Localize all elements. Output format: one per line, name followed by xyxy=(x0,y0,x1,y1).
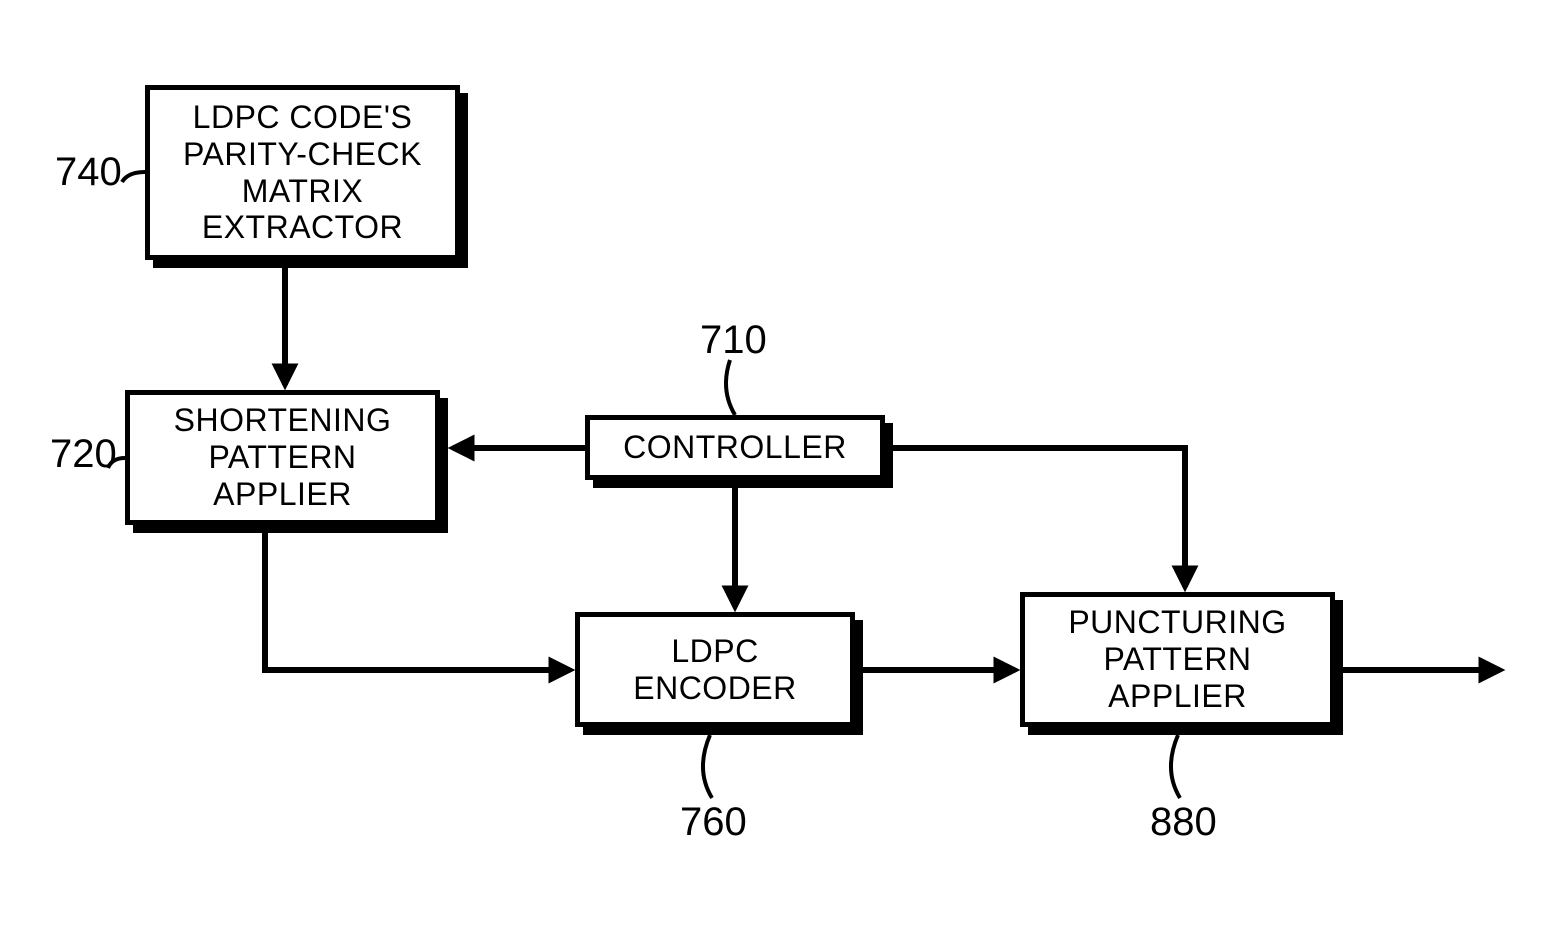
node-shortening: SHORTENING PATTERN APPLIER xyxy=(125,390,440,525)
node-extractor: LDPC CODE'S PARITY-CHECK MATRIX EXTRACTO… xyxy=(145,85,460,260)
node-extractor-text: LDPC CODE'S PARITY-CHECK MATRIX EXTRACTO… xyxy=(183,99,422,246)
node-controller-text: CONTROLLER xyxy=(623,429,847,466)
tick-710 xyxy=(726,360,735,415)
tick-880 xyxy=(1171,735,1180,798)
ref-label-760: 760 xyxy=(680,800,747,845)
node-puncturing: PUNCTURING PATTERN APPLIER xyxy=(1020,592,1335,727)
node-encoder-text: LDPC ENCODER xyxy=(633,633,797,707)
node-shortening-text: SHORTENING PATTERN APPLIER xyxy=(174,402,392,512)
edge-controller-puncturing xyxy=(893,448,1185,587)
node-puncturing-text: PUNCTURING PATTERN APPLIER xyxy=(1068,604,1286,714)
ref-label-740: 740 xyxy=(55,150,122,195)
ref-label-720: 720 xyxy=(50,432,117,477)
node-controller: CONTROLLER xyxy=(585,415,885,480)
edge-shortening-encoder xyxy=(265,533,570,670)
tick-740 xyxy=(122,172,145,182)
diagram-canvas: LDPC CODE'S PARITY-CHECK MATRIX EXTRACTO… xyxy=(0,0,1568,948)
node-encoder: LDPC ENCODER xyxy=(575,612,855,727)
tick-760 xyxy=(703,735,712,798)
ref-label-710: 710 xyxy=(700,318,767,363)
ref-label-880: 880 xyxy=(1150,800,1217,845)
